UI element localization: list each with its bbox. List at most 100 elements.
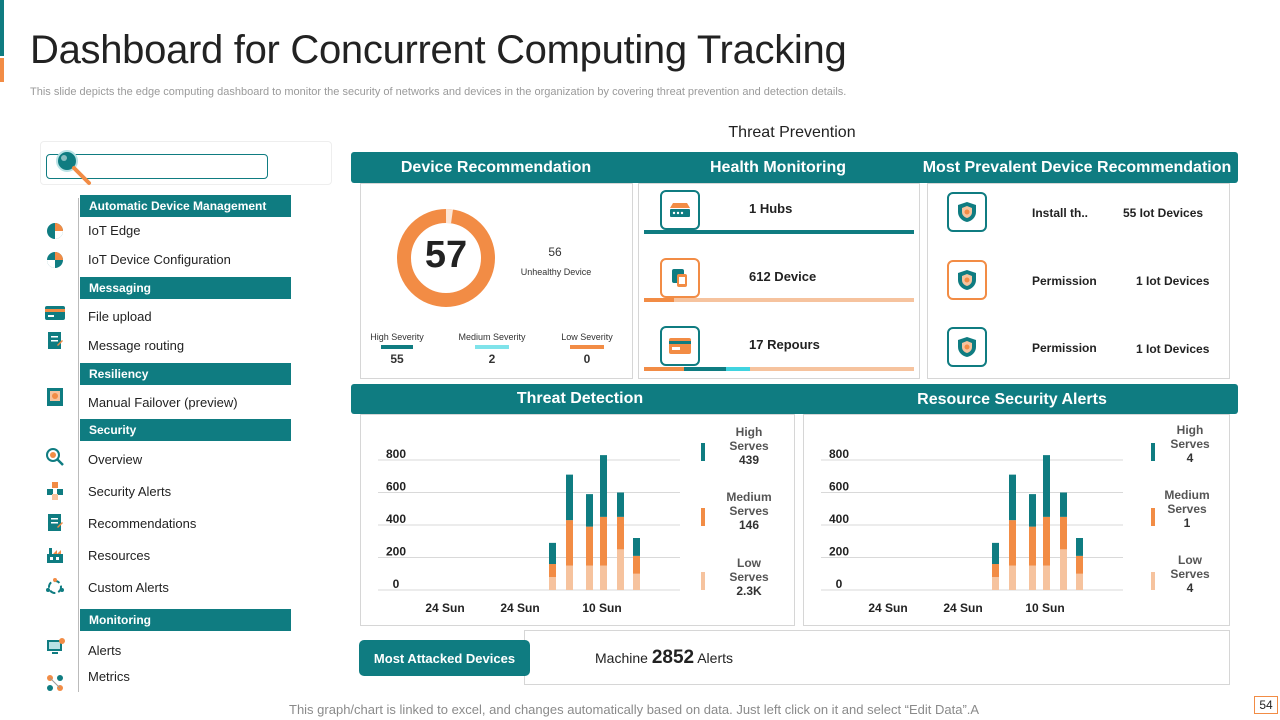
health-repours-seg-3: [726, 367, 750, 371]
prevalent-row-3-action: Permission: [1032, 341, 1097, 355]
severity-medium-value: 2: [488, 352, 496, 366]
footer-note: This graph/chart is linked to excel, and…: [289, 702, 980, 717]
bar-high: [549, 542, 556, 564]
bar-high: [992, 542, 999, 564]
resource-alerts-chart: 0 200 400 600 800 24 Sun 24 Sun 10 Sun: [821, 447, 1123, 615]
sidebar-item-resources[interactable]: Resources: [88, 548, 151, 563]
book-icon: [43, 386, 67, 408]
bar-low: [566, 565, 573, 590]
td-legend-medium-level: Medium: [726, 490, 772, 504]
resource-alerts-heading: Resource Security Alerts: [917, 391, 1107, 408]
bar-low: [992, 577, 999, 590]
magnifier-icon: [43, 446, 67, 468]
health-repours-bar: [644, 367, 914, 371]
cycle-icon: [43, 576, 67, 598]
bar-medium: [1043, 516, 1050, 566]
td-legend-low-level: Low: [737, 556, 761, 570]
bar-medium: [1076, 555, 1083, 574]
monitor-icon: [43, 636, 67, 658]
ra-legend-high-level: High: [1176, 423, 1204, 437]
x-tick-label: 24 Sun: [425, 601, 464, 615]
severity-medium-label: Medium Severity: [458, 332, 526, 342]
bar-medium: [633, 555, 640, 574]
ra-legend-high: High Serves 4: [1162, 423, 1218, 465]
severity-low-label: Low Severity: [561, 332, 613, 342]
score-value: 57: [424, 234, 468, 276]
severity-high-label: High Severity: [370, 332, 424, 342]
sidebar-item-iot-device-configuration[interactable]: IoT Device Configuration: [88, 252, 231, 267]
td-legend-high-label: Serves: [729, 439, 769, 453]
prevalent-panel: [927, 183, 1230, 379]
health-row-hubs: 1 Hubs: [749, 201, 793, 216]
ra-legend-low-value: 4: [1186, 581, 1194, 595]
sidebar-heading-device-management: Automatic Device Management: [80, 195, 291, 217]
severity-high-bar: [381, 345, 413, 349]
threat-detection-heading: Threat Detection: [516, 390, 644, 407]
shield-icon: [947, 192, 987, 232]
pie-chart-icon: [43, 249, 67, 271]
sidebar-item-iot-edge[interactable]: IoT Edge: [88, 223, 141, 238]
sidebar-item-custom-alerts[interactable]: Custom Alerts: [88, 580, 169, 595]
sidebar-item-alerts[interactable]: Alerts: [88, 643, 122, 658]
document-icon: [43, 512, 67, 534]
accent-bar-teal: [0, 0, 4, 56]
td-legend-medium-label: Serves: [729, 504, 769, 518]
bar-medium: [1060, 516, 1067, 550]
most-attacked-button[interactable]: Most Attacked Devices: [359, 640, 530, 676]
prevalent-heading: Most Prevalent Device Recommendation: [922, 159, 1232, 176]
most-attacked-prefix: Machine: [595, 650, 648, 666]
bar-medium: [992, 564, 999, 577]
severity-medium-bar: [475, 345, 509, 349]
top-header-bar: [351, 152, 1238, 183]
health-row-devices: 612 Device: [749, 269, 817, 284]
td-legend-low-value: 2.3K: [736, 584, 762, 598]
threat-detection-chart: 0 200 400 600 800 24 Sun 24 Sun 10 Sun: [378, 447, 680, 615]
x-tick-label: 24 Sun: [500, 601, 539, 615]
sidebar-item-recommendations[interactable]: Recommendations: [88, 516, 197, 531]
prevalent-row-1-devices: 55 Iot Devices: [1123, 206, 1204, 220]
search-icon[interactable]: [52, 148, 92, 188]
health-hubs-bar: [644, 230, 914, 234]
ra-legend-low-label: Serves: [1170, 567, 1210, 581]
lower-header-bar: [351, 384, 1238, 414]
td-legend-high-value: 439: [738, 453, 760, 467]
network-icon: [43, 672, 67, 694]
sidebar-heading-security: Security: [80, 419, 291, 441]
prevalent-row-2-action: Permission: [1032, 274, 1097, 288]
bar-low: [1076, 573, 1083, 590]
shield-icon: [947, 260, 987, 300]
x-tick-label: 24 Sun: [943, 601, 982, 615]
x-tick-label: 24 Sun: [868, 601, 907, 615]
sidebar-item-metrics[interactable]: Metrics: [88, 669, 130, 684]
bar-medium: [549, 564, 556, 577]
severity-low-value: 0: [583, 352, 591, 366]
bar-medium: [566, 520, 573, 566]
y-tick-label: 400: [386, 512, 406, 526]
prevalent-row-3-devices: 1 Iot Devices: [1136, 342, 1210, 356]
severity-high-value: 55: [390, 352, 404, 366]
device-recommendation-heading: Device Recommendation: [400, 159, 592, 176]
sidebar-rail: [78, 198, 79, 692]
sidebar-item-overview[interactable]: Overview: [88, 452, 143, 467]
sidebar-item-security-alerts[interactable]: Security Alerts: [88, 484, 172, 499]
health-devices-bar: [644, 298, 914, 302]
bar-medium: [600, 516, 607, 566]
bar-low: [1060, 549, 1067, 590]
devices-icon: [660, 258, 700, 298]
shield-icon: [947, 327, 987, 367]
sidebar-item-message-routing[interactable]: Message routing: [88, 338, 185, 353]
y-tick-label: 200: [386, 545, 406, 559]
y-tick-label: 0: [393, 577, 400, 591]
health-monitoring-heading: Health Monitoring: [710, 159, 846, 176]
health-repours-seg-2: [684, 367, 726, 371]
legend-swatch-low: [1151, 572, 1155, 590]
sidebar-item-file-upload[interactable]: File upload: [88, 309, 152, 324]
sidebar-item-manual-failover[interactable]: Manual Failover (preview): [88, 395, 238, 410]
prevalent-row-2-devices: 1 Iot Devices: [1136, 274, 1210, 288]
card-icon: [660, 326, 700, 366]
td-legend-low-label: Serves: [729, 570, 769, 584]
bar-high: [1029, 494, 1036, 527]
bar-high: [566, 474, 573, 521]
ra-legend-low: Low Serves 4: [1162, 553, 1218, 595]
bar-high: [1076, 538, 1083, 556]
